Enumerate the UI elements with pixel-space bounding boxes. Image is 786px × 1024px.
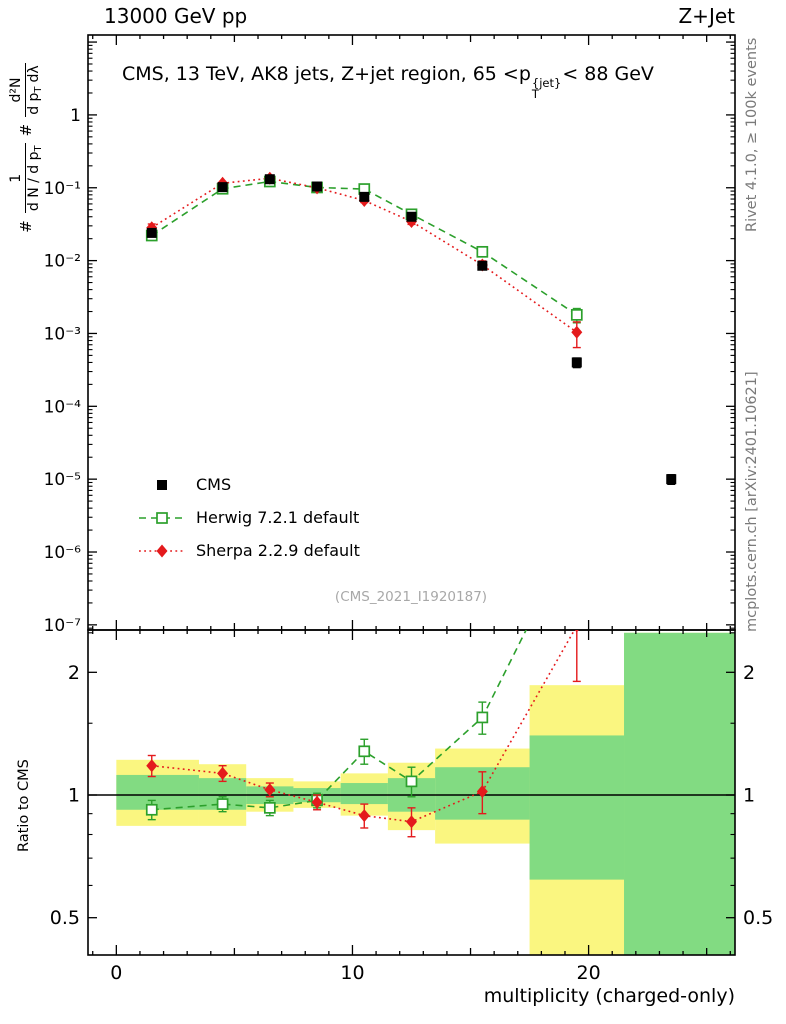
svg-text:1: 1: [68, 785, 80, 807]
pt-subscript: T: [531, 86, 539, 101]
ylabel-frac2-den-sub: T: [32, 86, 44, 93]
svg-text:10⁻³: 10⁻³: [44, 324, 81, 344]
y-axis-label: # 1 d N / d pT # d²N d pTdλ: [8, 20, 45, 276]
sherpa-marker-icon: [139, 544, 185, 557]
svg-text:10⁻⁴: 10⁻⁴: [44, 397, 82, 417]
ylabel-frac2-den-text: d p: [25, 92, 42, 115]
svg-text:10⁻⁷: 10⁻⁷: [44, 616, 82, 636]
ylabel-fraction-1: 1 d N / d pT: [8, 143, 45, 214]
svg-text:10⁻²: 10⁻²: [44, 252, 81, 272]
svg-text:1: 1: [743, 785, 755, 807]
cms-marker-icon: [157, 479, 167, 490]
ylabel-frac2-den-text2: dλ: [25, 65, 42, 83]
svg-text:10⁻⁶: 10⁻⁶: [44, 543, 82, 563]
plot-title-text: CMS, 13 TeV, AK8 jets, Z+jet region, 65 …: [122, 63, 531, 85]
svg-text:20: 20: [577, 962, 601, 984]
ylabel-frac1-num: 1: [8, 173, 24, 183]
svg-text:0.5: 0.5: [50, 907, 80, 929]
svg-text:10⁻¹: 10⁻¹: [44, 179, 81, 199]
ylabel-frac1-den: d N / d pT: [24, 143, 45, 214]
process-label: Z+Jet: [678, 4, 735, 28]
legend-item-sherpa: Sherpa 2.2.9 default: [138, 534, 360, 567]
svg-text:1: 1: [70, 106, 81, 126]
legend-item-herwig: Herwig 7.2.1 default: [138, 501, 360, 534]
pt-superscript: {jet}: [531, 76, 562, 90]
plot-title: CMS, 13 TeV, AK8 jets, Z+jet region, 65 …: [122, 63, 654, 100]
ratio-y-axis-label: Ratio to CMS: [16, 759, 32, 852]
x-axis-label: multiplicity (charged-only): [483, 985, 735, 1007]
ylabel-hash1: #: [17, 220, 36, 233]
legend-label-cms: CMS: [196, 475, 232, 494]
svg-text:2: 2: [743, 662, 755, 684]
plot-title-suffix: < 88 GeV: [562, 63, 654, 85]
ylabel-frac1-den-sub: T: [32, 145, 44, 152]
svg-text:10: 10: [340, 962, 364, 984]
ylabel-frac2-num: d²N: [8, 77, 24, 103]
svg-text:0.5: 0.5: [743, 907, 773, 929]
mcplots-arxiv-caption: mcplots.cern.ch [arXiv:2401.10621]: [744, 371, 760, 632]
pt-subsup: {jet} T: [531, 76, 562, 101]
herwig-marker-icon: [139, 511, 185, 524]
ylabel-frac1-den-text: d N / d p: [25, 151, 42, 212]
svg-text:2: 2: [68, 662, 80, 684]
beam-energy-label: 13000 GeV pp: [104, 4, 248, 28]
legend-label-herwig: Herwig 7.2.1 default: [196, 508, 360, 527]
rivet-version-caption: Rivet 4.1.0, ≥ 100k events: [744, 37, 760, 232]
analysis-id-watermark: (CMS_2021_I1920187): [334, 589, 488, 605]
ylabel-hash2: #: [17, 123, 36, 137]
legend-item-cms: CMS: [138, 468, 360, 501]
legend-label-sherpa: Sherpa 2.2.9 default: [196, 541, 360, 560]
svg-text:0: 0: [110, 962, 122, 984]
ylabel-fraction-2: d²N d pTdλ: [8, 63, 45, 117]
ylabel-frac2-den: d pTdλ: [24, 63, 45, 117]
legend: CMS Herwig 7.2.1 default Sherpa 2.2.9 de…: [138, 468, 360, 567]
svg-text:10⁻⁵: 10⁻⁵: [44, 470, 81, 490]
